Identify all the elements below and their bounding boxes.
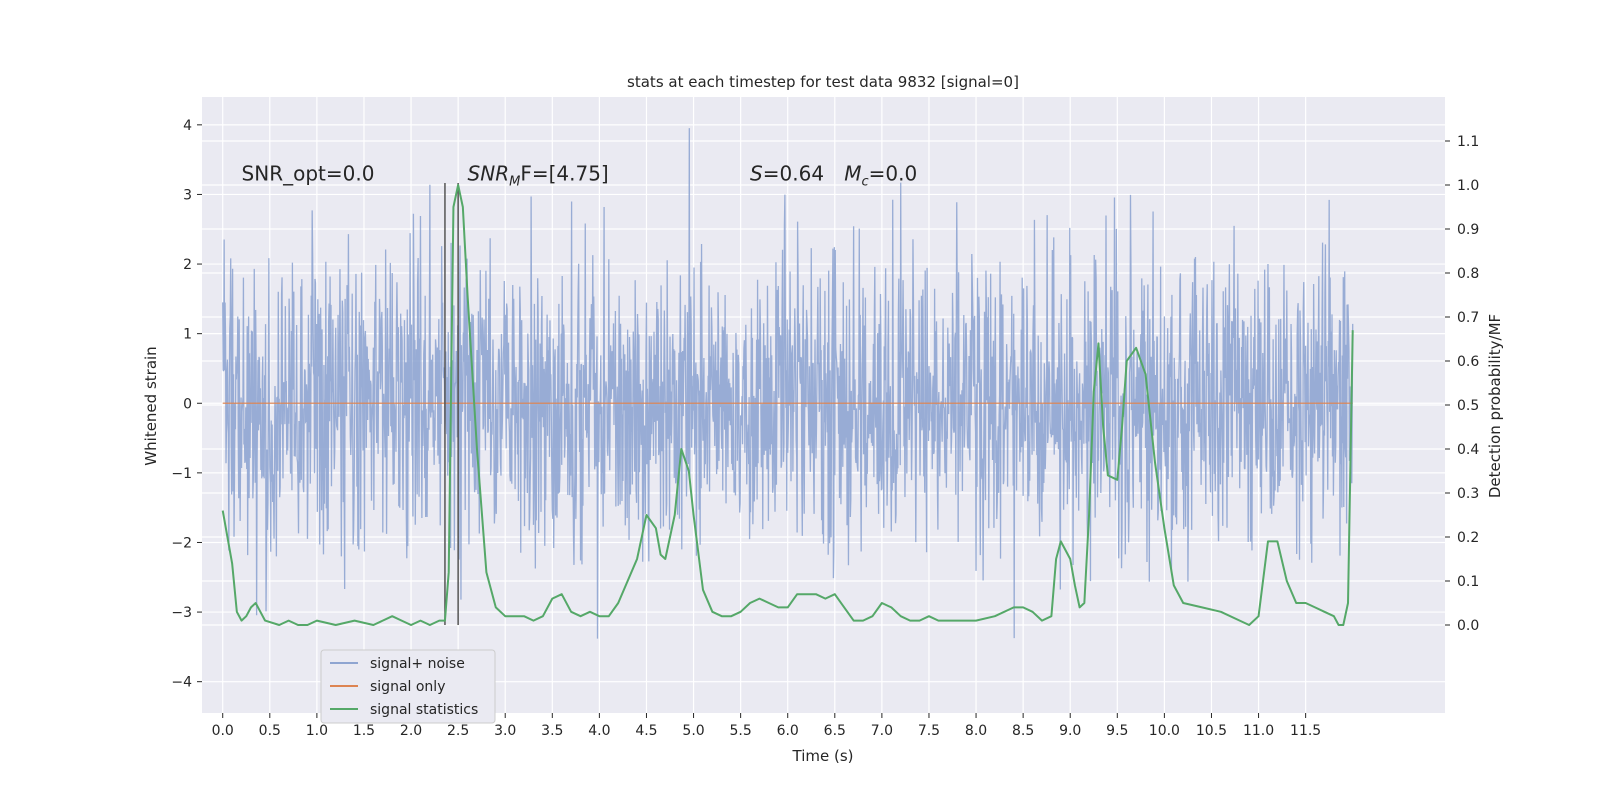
x-axis-ticks: 0.0 0.5 1.0 1.5 2.0 2.5 3.0 3.5 4.0 4.5 5.0 5.5 6.0 6… bbox=[212, 713, 1321, 739]
x-tick-label: 0.5 bbox=[259, 723, 281, 739]
x-tick-label: 2.5 bbox=[447, 723, 469, 739]
x-tick-label: 6.5 bbox=[824, 723, 846, 739]
x-tick-label: 1.5 bbox=[353, 723, 375, 739]
signal-statistics-line bbox=[221, 184, 1354, 626]
y-axis-title: Whitened strain bbox=[142, 346, 160, 465]
y2-tick-label: 0.1 bbox=[1457, 574, 1479, 590]
x-tick-label: 3.5 bbox=[541, 723, 563, 739]
y2-axis-ticks: 0.0 0.1 0.2 0.3 0.4 0.5 0.6 0.7 0.8 0.9 1.0 1.1 bbox=[1445, 134, 1479, 634]
y-tick-label: 2 bbox=[183, 257, 192, 273]
x-tick-label: 8.0 bbox=[965, 723, 987, 739]
x-tick-label: 6.0 bbox=[777, 723, 799, 739]
y-tick-label: 3 bbox=[183, 187, 192, 203]
y2-tick-label: 0.9 bbox=[1457, 222, 1479, 238]
y2-tick-label: 0.8 bbox=[1457, 266, 1479, 282]
legend: signal+ noise signal only signal statist… bbox=[320, 649, 496, 724]
x-tick-label: 0.0 bbox=[212, 723, 234, 739]
y2-tick-label: 0.6 bbox=[1457, 354, 1479, 370]
y2-tick-label: 0.7 bbox=[1457, 310, 1479, 326]
y2-tick-label: 0.3 bbox=[1457, 486, 1479, 502]
legend-label-signal-noise: signal+ noise bbox=[370, 656, 465, 672]
x-tick-label: 10.5 bbox=[1196, 723, 1227, 739]
x-tick-label: 9.5 bbox=[1106, 723, 1128, 739]
y2-axis-title: Detection probability/MF bbox=[1486, 314, 1504, 498]
annotation-3: Mc=0.0 bbox=[844, 162, 917, 190]
x-tick-label: 8.5 bbox=[1012, 723, 1034, 739]
y-tick-label: −1 bbox=[171, 466, 192, 482]
y2-tick-label: 0.4 bbox=[1457, 442, 1479, 458]
x-tick-label: 7.0 bbox=[871, 723, 893, 739]
series-signal-statistics bbox=[221, 184, 1354, 626]
x-tick-label: 4.5 bbox=[635, 723, 657, 739]
vertical-markers bbox=[444, 183, 459, 625]
y2-tick-label: 0.2 bbox=[1457, 530, 1479, 546]
x-tick-label: 7.5 bbox=[918, 723, 940, 739]
x-tick-label: 2.0 bbox=[400, 723, 422, 739]
x-tick-label: 9.0 bbox=[1059, 723, 1081, 739]
annotations: SNR_opt=0.0 SNRMF=[4.75] S=0.64 Mc=0.0 bbox=[242, 162, 918, 190]
y-axis-ticks: −4 −3 −2 −1 0 1 2 3 4 bbox=[171, 118, 202, 691]
y-tick-label: −3 bbox=[171, 605, 192, 621]
y-tick-label: −4 bbox=[171, 675, 192, 691]
x-tick-label: 5.5 bbox=[730, 723, 752, 739]
chart-title: stats at each timestep for test data 983… bbox=[627, 73, 1019, 91]
y2-tick-label: 1.1 bbox=[1457, 134, 1479, 150]
y2-tick-label: 0.5 bbox=[1457, 398, 1479, 414]
y-tick-label: −2 bbox=[171, 535, 192, 551]
x-tick-label: 1.0 bbox=[306, 723, 328, 739]
x-tick-label: 4.0 bbox=[588, 723, 610, 739]
legend-box bbox=[320, 649, 496, 724]
y-tick-label: 0 bbox=[183, 396, 192, 412]
legend-label-signal-statistics: signal statistics bbox=[370, 702, 478, 718]
y-tick-label: 4 bbox=[183, 118, 192, 134]
x-tick-label: 11.5 bbox=[1290, 723, 1321, 739]
x-axis-title: Time (s) bbox=[792, 747, 854, 765]
x-tick-label: 11.0 bbox=[1243, 723, 1274, 739]
annotation-0: SNR_opt=0.0 bbox=[242, 162, 375, 186]
x-tick-label: 10.0 bbox=[1149, 723, 1180, 739]
annotation-2: S=0.64 bbox=[750, 162, 824, 186]
annotation-1: SNRMF=[4.75] bbox=[468, 162, 609, 190]
legend-label-signal-only: signal only bbox=[370, 679, 445, 695]
y2-tick-label: 1.0 bbox=[1457, 178, 1479, 194]
series-signal-noise bbox=[222, 128, 1354, 639]
x-tick-label: 5.0 bbox=[682, 723, 704, 739]
x-tick-label: 3.0 bbox=[494, 723, 516, 739]
y2-tick-label: 0.0 bbox=[1457, 618, 1479, 634]
signal-noise-line bbox=[222, 128, 1354, 639]
y-tick-label: 1 bbox=[183, 327, 192, 343]
